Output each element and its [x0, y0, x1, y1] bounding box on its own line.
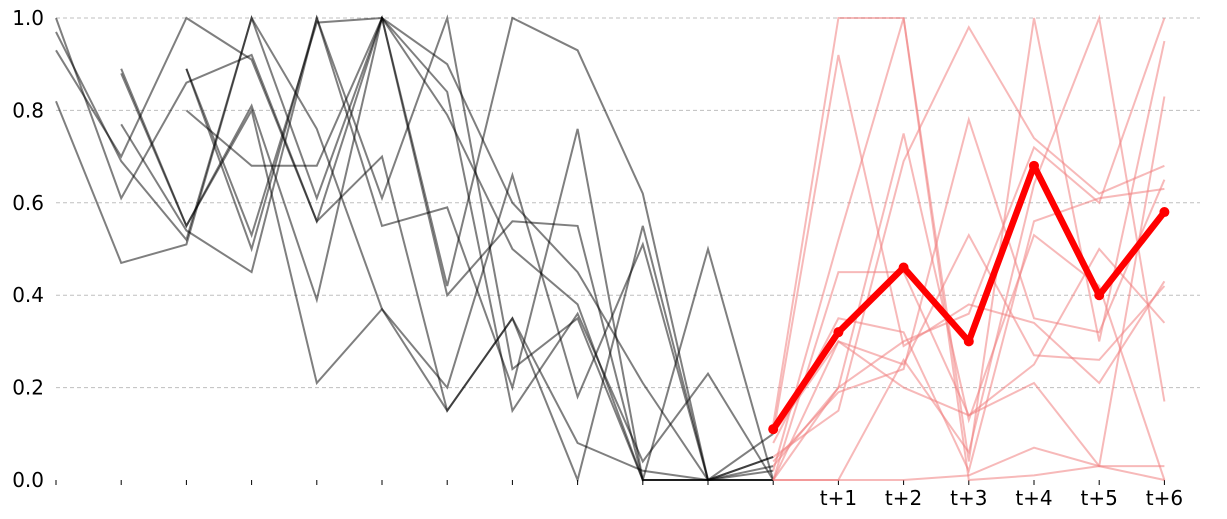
forecast-sample-line	[772, 340, 1165, 468]
forecast-mean-line	[769, 162, 1168, 433]
forecast-sample-line	[772, 17, 1166, 481]
x-axis: t+1 t+2 t+3 t+4 t+5 t+6	[55, 480, 1183, 510]
history-series-line	[185, 14, 774, 481]
x-tick-label: t+4	[1015, 486, 1052, 510]
y-tick-label: 0.8	[12, 98, 44, 122]
forecast-mean-point	[1094, 290, 1105, 301]
forecast-mean-point	[1159, 207, 1170, 218]
history-series-line	[55, 14, 775, 484]
y-tick-label: 1.0	[12, 6, 44, 30]
x-tick-label: t+2	[885, 486, 922, 510]
history-series-line	[55, 15, 774, 482]
y-tick-label: 0.2	[12, 376, 44, 400]
forecast-mean-point	[963, 336, 974, 347]
forecast-sample-line	[772, 25, 1165, 458]
history-series-line	[120, 68, 774, 484]
y-tick-label: 0.4	[12, 283, 44, 307]
history-series-line	[120, 15, 775, 481]
forecast-sample-line	[772, 116, 1166, 463]
forecast-mean-point	[898, 262, 909, 273]
x-tick-label: t+5	[1081, 486, 1118, 510]
y-tick-label: 0.6	[12, 191, 44, 215]
x-tick-label: t+3	[950, 486, 987, 510]
forecast-mean-point	[768, 424, 779, 435]
forecast-sample-line	[772, 187, 1165, 474]
y-tick-label: 0.0	[12, 468, 44, 492]
history-series-line	[185, 16, 774, 481]
forecast-sample-line	[773, 14, 1166, 481]
history-series-line	[55, 16, 774, 482]
history-series-line	[55, 17, 774, 482]
forecast-sample-line	[772, 17, 1166, 482]
forecast-mean-group	[768, 160, 1170, 435]
x-tick-label: t+1	[820, 486, 857, 510]
history-series-group	[55, 14, 775, 484]
forecast-sample-line	[772, 232, 1166, 481]
forecast-mean-point	[1029, 160, 1039, 171]
forecast-sample-line	[772, 54, 1166, 434]
forecast-mean-point	[833, 327, 844, 338]
forecast-sample-line	[772, 17, 1166, 472]
forecast-samples-group	[772, 14, 1166, 482]
grid-lines	[56, 17, 1200, 389]
y-axis: 0.0 0.2 0.4 0.6 0.8 1.0	[12, 6, 44, 492]
x-tick-label: t+6	[1146, 486, 1183, 510]
